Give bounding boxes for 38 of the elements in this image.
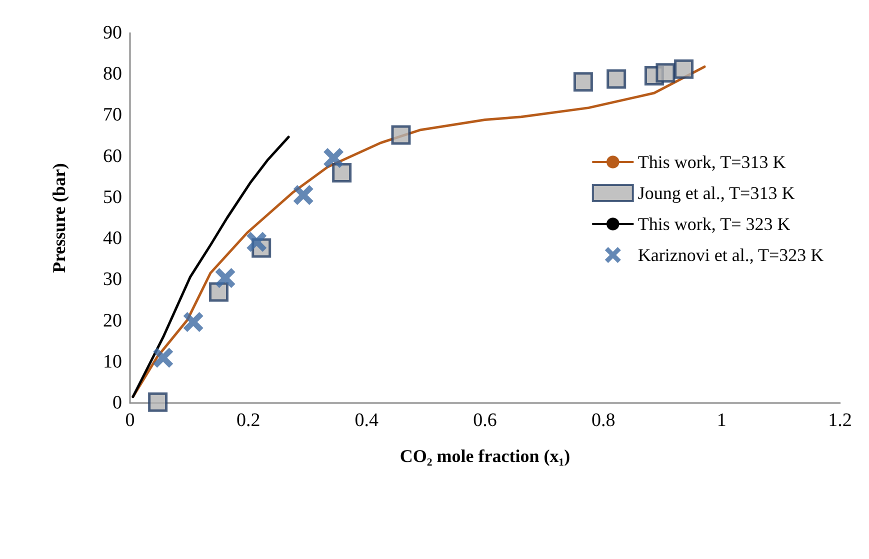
point — [183, 312, 204, 332]
point — [246, 232, 267, 252]
point — [209, 282, 228, 302]
y-tick-label: 90 — [103, 22, 122, 44]
point — [324, 148, 344, 168]
y-tick-label: 10 — [103, 351, 122, 372]
y-tick-label: 60 — [103, 146, 122, 167]
y-tick-label: 20 — [103, 310, 122, 332]
x-tick-label: 0.4 — [354, 410, 380, 431]
y-tick-label: 50 — [103, 186, 122, 208]
legend-label: This work, T=313 K — [638, 152, 786, 172]
y-tick-label: 0 — [112, 392, 122, 414]
point — [153, 348, 174, 368]
legend-label: Kariznovi et al., T=323 K — [638, 245, 824, 265]
point — [332, 163, 352, 183]
x-tick-label: 1.2 — [828, 410, 852, 431]
x-tick-label: 0.8 — [591, 410, 616, 431]
y-tick-label: 80 — [103, 64, 122, 85]
x-tick-label: 1 — [716, 410, 726, 431]
y-tick-label: 70 — [103, 104, 122, 126]
line-series — [132, 136, 290, 398]
point — [573, 72, 593, 92]
legend-label: This work, T= 323 K — [638, 214, 790, 234]
x-axis-title: CO₂ mole fraction (x₁) — [400, 446, 570, 466]
point — [606, 69, 626, 89]
x-tick-label: 0.6 — [473, 410, 497, 431]
point — [656, 63, 676, 83]
y-tick-label: 40 — [103, 228, 122, 250]
point — [148, 392, 168, 412]
x-tick-label: 0.2 — [236, 410, 260, 431]
point — [215, 268, 236, 288]
y-tick-label: 30 — [103, 269, 122, 290]
point — [293, 184, 314, 205]
y-axis-title: Pressure (bar) — [49, 163, 69, 273]
point — [391, 125, 411, 145]
point — [674, 59, 694, 79]
x-tick-label: 0 — [125, 410, 135, 431]
legend-label: Joung et al., T=313 K — [638, 183, 795, 203]
